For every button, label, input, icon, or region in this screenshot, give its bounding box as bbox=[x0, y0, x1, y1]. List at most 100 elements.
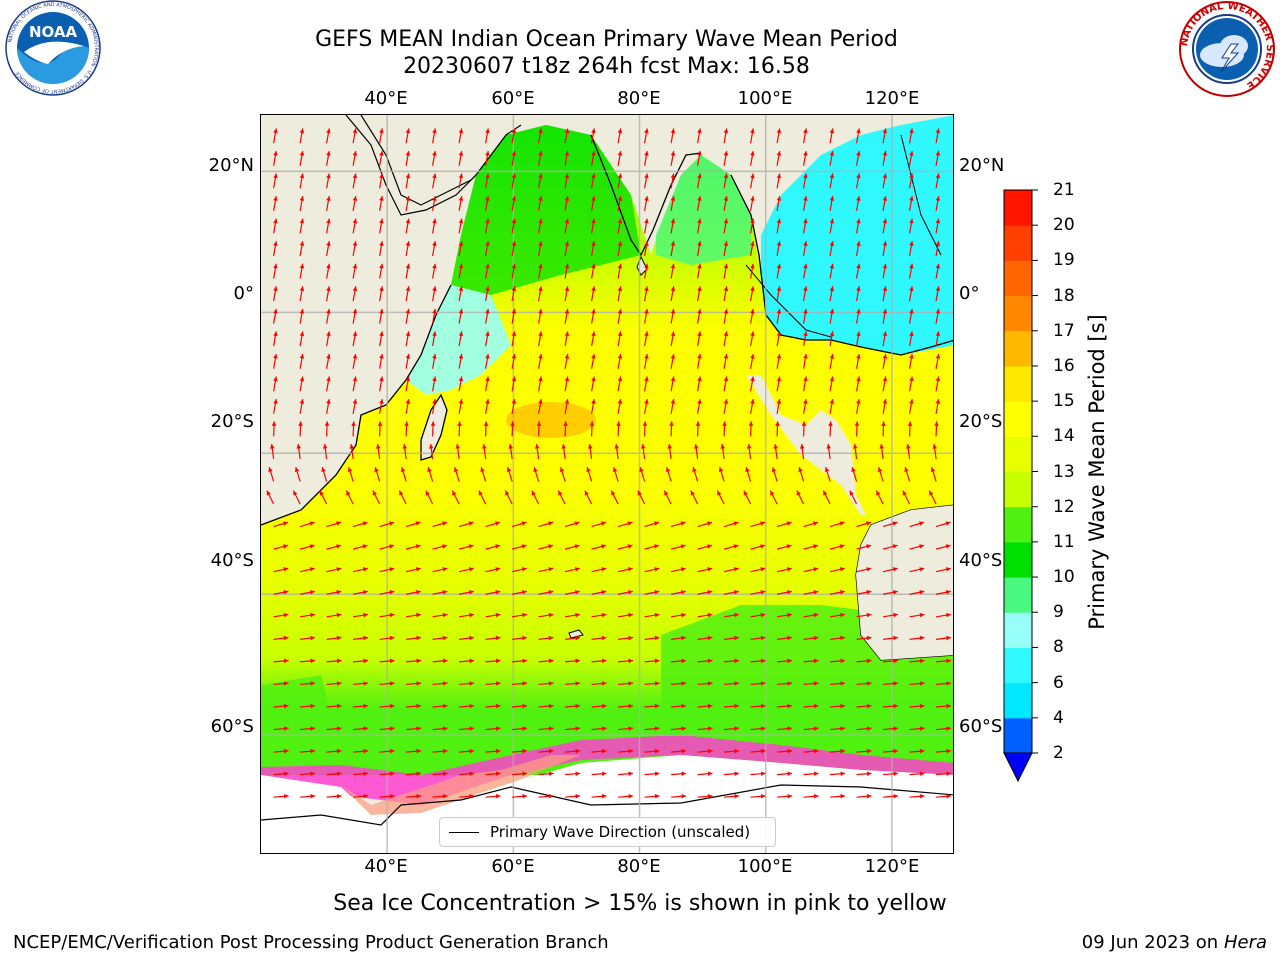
wave-direction-arrowhead bbox=[628, 681, 634, 686]
wave-direction-arrowhead bbox=[591, 399, 596, 404]
wave-direction-arrowhead bbox=[654, 521, 659, 526]
wave-direction-arrowhead bbox=[432, 173, 437, 179]
colorbar-bin bbox=[1004, 647, 1032, 684]
wave-direction-arrowhead bbox=[564, 218, 570, 224]
wave-direction-arrowhead bbox=[909, 263, 914, 269]
wave-direction-arrowhead bbox=[829, 399, 835, 404]
wave-direction-arrowhead bbox=[458, 218, 464, 224]
wave-direction-arrowhead bbox=[405, 196, 411, 201]
wave-direction-arrowhead bbox=[283, 612, 289, 618]
wave-direction-arrowhead bbox=[273, 331, 278, 337]
wave-direction-arrowhead bbox=[611, 490, 616, 496]
wave-direction-arrowhead bbox=[697, 286, 702, 292]
wave-direction-arrowhead bbox=[389, 567, 395, 572]
wave-direction-arrowhead bbox=[840, 748, 846, 754]
wave-direction-arrowhead bbox=[882, 196, 888, 201]
wave-direction-arrowhead bbox=[511, 286, 517, 292]
wave-direction-arrowhead bbox=[813, 567, 819, 572]
wave-direction-arrowhead bbox=[405, 128, 411, 134]
wave-direction-arrowhead bbox=[733, 521, 739, 526]
footer-machine: Hera bbox=[1223, 932, 1267, 953]
wave-direction-arrowhead bbox=[707, 635, 713, 641]
wave-direction-arrowhead bbox=[723, 308, 729, 314]
wave-direction-arrowhead bbox=[458, 150, 464, 156]
wave-direction-arrowhead bbox=[299, 286, 305, 292]
wave-direction-arrowhead bbox=[432, 128, 437, 134]
wave-direction-arrowhead bbox=[521, 567, 527, 572]
wave-direction-arrowhead bbox=[389, 521, 394, 526]
wave-direction-arrowhead bbox=[697, 150, 702, 156]
wave-direction-arrowhead bbox=[723, 173, 729, 179]
wave-direction-arrowhead bbox=[326, 353, 331, 359]
wave-direction-arrowhead bbox=[299, 308, 305, 314]
wave-direction-arrowhead bbox=[919, 521, 924, 526]
wave-direction-arrowhead bbox=[803, 173, 808, 179]
wave-direction-arrowhead bbox=[775, 421, 780, 426]
wave-direction-arrowhead bbox=[879, 444, 884, 449]
wave-direction-arrowhead bbox=[882, 308, 888, 314]
wave-direction-arrowhead bbox=[511, 150, 517, 156]
wave-direction-arrowhead bbox=[432, 241, 437, 246]
wave-period-map bbox=[261, 115, 953, 853]
wave-direction-arrowhead bbox=[935, 331, 941, 337]
colorbar-bin bbox=[1004, 260, 1032, 297]
wave-direction-arrowhead bbox=[945, 544, 951, 549]
wave-direction-arrowhead bbox=[511, 331, 517, 337]
wave-direction-arrowhead bbox=[601, 589, 607, 595]
wave-direction-arrowhead bbox=[748, 421, 754, 426]
wave-direction-arrowhead bbox=[326, 218, 331, 224]
arabia-coastline bbox=[360, 115, 522, 206]
wave-direction-arrowhead bbox=[750, 241, 755, 246]
wave-direction-arrowhead bbox=[723, 150, 729, 156]
wave-direction-arrowhead bbox=[548, 681, 554, 686]
wave-direction-arrowhead bbox=[851, 467, 856, 473]
wave-direction-arrowhead bbox=[935, 399, 941, 404]
wave-direction-arrowhead bbox=[511, 308, 517, 314]
sea-ice-note: Sea Ice Concentration > 15% is shown in … bbox=[0, 890, 1280, 918]
wave-direction-arrowhead bbox=[601, 726, 607, 731]
wave-direction-arrowhead bbox=[389, 703, 395, 709]
wave-direction-arrowhead bbox=[945, 589, 951, 595]
wave-direction-arrowhead bbox=[455, 444, 460, 449]
wave-direction-arrowhead bbox=[919, 771, 925, 776]
wave-direction-arrowhead bbox=[564, 376, 570, 382]
wave-direction-arrowhead bbox=[670, 353, 676, 359]
wave-direction-arrowhead bbox=[432, 399, 437, 404]
wave-direction-arrowhead bbox=[697, 241, 702, 246]
legend-label: Primary Wave Direction (unscaled) bbox=[490, 823, 751, 841]
wave-direction-arrowhead bbox=[485, 331, 490, 337]
wave-direction-arrowhead bbox=[866, 794, 872, 799]
wave-direction-arrowhead bbox=[352, 399, 358, 404]
wave-direction-arrowhead bbox=[336, 521, 341, 526]
chart-title: GEFS MEAN Indian Ocean Primary Wave Mean… bbox=[315, 27, 898, 52]
wave-direction-arrowhead bbox=[538, 399, 543, 404]
wave-direction-arrowhead bbox=[457, 421, 462, 426]
wave-direction-arrowhead bbox=[909, 376, 914, 382]
wave-direction-arrowhead bbox=[352, 376, 358, 382]
wave-direction-arrowhead bbox=[538, 331, 543, 337]
wave-direction-arrowhead bbox=[935, 128, 941, 134]
wave-direction-arrowhead bbox=[826, 444, 831, 449]
wave-direction-arrowhead bbox=[548, 794, 554, 799]
wave-direction-arrowhead bbox=[273, 196, 278, 201]
wave-direction-arrowhead bbox=[601, 703, 607, 709]
wave-direction-arrowhead bbox=[363, 794, 369, 799]
wave-direction-arrowhead bbox=[893, 794, 899, 799]
wave-direction-arrowhead bbox=[538, 263, 543, 269]
lat-tick-right-20n: 20°N bbox=[959, 155, 1005, 176]
wave-direction-arrowhead bbox=[548, 612, 554, 618]
wave-direction-arrowhead bbox=[495, 658, 501, 664]
wave-direction-arrowhead bbox=[882, 286, 888, 292]
colorbar bbox=[1003, 189, 1038, 783]
wave-direction-arrowhead bbox=[405, 150, 411, 156]
wave-direction-arrowhead bbox=[856, 331, 861, 337]
wave-direction-arrowhead bbox=[902, 490, 907, 496]
wave-direction-arrowhead bbox=[458, 173, 464, 179]
wave-direction-arrowhead bbox=[389, 589, 395, 595]
wave-direction-arrowhead bbox=[909, 173, 914, 179]
wave-direction-arrowhead bbox=[681, 635, 686, 641]
wave-direction-arrowhead bbox=[559, 467, 565, 473]
wave-direction-arrowhead bbox=[601, 658, 607, 664]
wave-direction-arrowhead bbox=[946, 681, 952, 686]
wave-direction-arrowhead bbox=[336, 612, 342, 618]
